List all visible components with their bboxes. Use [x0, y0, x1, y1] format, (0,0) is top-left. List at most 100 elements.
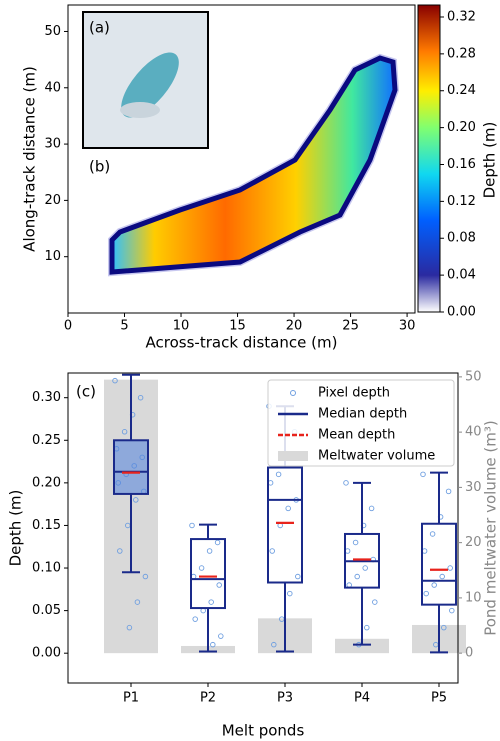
colorbar-tick-label: 0.04	[447, 268, 476, 283]
pixel-point	[269, 548, 275, 554]
pixel-point	[198, 565, 205, 571]
pixel-point	[423, 590, 429, 597]
y-tick-label: 40	[44, 80, 61, 95]
y-axis-label: Along-track distance (m)	[21, 66, 39, 252]
pixel-point	[126, 624, 133, 631]
box	[421, 522, 457, 606]
colorbar-tick-label: 0.24	[447, 83, 476, 98]
plot-frame	[67, 372, 459, 684]
colorbar-tick-label: 0.32	[447, 9, 476, 24]
x-tick-label: 20	[286, 319, 303, 334]
y-tick-label: 0.05	[32, 603, 61, 618]
x-tick-label: 5	[120, 319, 128, 334]
pixel-point	[445, 488, 452, 495]
pixel-point	[362, 565, 368, 571]
x-tick-label: 0	[64, 319, 72, 334]
colorbar-tick-label: 0.16	[447, 157, 476, 172]
pixel-point	[134, 599, 141, 605]
pixel-point	[133, 497, 139, 503]
pixel-point	[285, 505, 291, 512]
y2-axis-label: Pond meltwater volume (m³)	[482, 420, 500, 636]
pixel-point	[112, 377, 118, 384]
pixel-point	[142, 573, 149, 580]
legend-label: Mean depth	[318, 428, 395, 443]
y-tick-label: 0.00	[32, 646, 61, 661]
x-tick-label: P4	[354, 691, 370, 706]
annotation: (c)	[76, 383, 96, 401]
legend-label: Meltwater volume	[318, 449, 435, 464]
pixel-point	[275, 471, 282, 478]
box	[267, 466, 303, 584]
pixel-point	[137, 394, 144, 401]
box	[190, 538, 226, 610]
pixel-point	[354, 573, 360, 580]
legend-label: Median depth	[318, 407, 407, 422]
pixel-point	[271, 641, 277, 648]
pixel-point	[121, 429, 128, 435]
x-tick-label: 30	[399, 319, 416, 334]
y-axis-label: Depth (m)	[7, 490, 25, 567]
pixel-point	[208, 599, 214, 605]
y-tick-label: 30	[44, 137, 61, 152]
y-tick-label: 0.20	[32, 475, 61, 490]
pixel-point	[295, 573, 301, 580]
colorbar-tick-label: 0.20	[447, 120, 476, 135]
colorbar-tick-label: 0.00	[447, 305, 476, 320]
colorbar-tick-label: 0.08	[447, 231, 476, 246]
y-tick-label: 0.15	[32, 518, 61, 533]
pixel-point	[189, 522, 195, 529]
x-tick-label: P5	[431, 691, 447, 706]
pixel-point	[210, 641, 216, 648]
pixel-point	[449, 607, 455, 614]
colorbar-label: Depth (m)	[481, 122, 499, 199]
inset-photo	[82, 11, 209, 149]
pixel-point	[117, 548, 123, 554]
y-tick-label: 20	[44, 193, 61, 208]
x-tick-label: P2	[200, 691, 216, 706]
pixel-point	[447, 565, 453, 571]
legend-marker	[278, 451, 308, 461]
plot-frame	[67, 4, 416, 314]
pixel-point	[372, 599, 378, 605]
y2-tick-label: 0	[465, 646, 473, 661]
volume-bar	[335, 638, 389, 654]
pixel-point	[216, 582, 222, 588]
x-axis-label: Melt ponds	[222, 722, 305, 740]
pixel-point	[364, 624, 370, 631]
legend-marker	[290, 390, 296, 396]
box	[113, 439, 149, 495]
pixel-point	[441, 624, 447, 631]
x-axis-label: Across-track distance (m)	[146, 334, 338, 352]
pixel-point	[192, 616, 198, 622]
x-tick-label: 10	[173, 319, 190, 334]
y2-tick-label: 30	[465, 480, 482, 495]
y2-tick-label: 20	[465, 535, 482, 550]
pixel-point	[368, 505, 375, 512]
colorbar-tick-label: 0.12	[447, 194, 476, 209]
legend-box	[267, 379, 455, 467]
pixel-point	[206, 548, 213, 554]
y2-tick-label: 10	[465, 590, 482, 605]
y-tick-label: 0.25	[32, 433, 61, 448]
x-tick-label: P3	[277, 691, 293, 706]
pixel-point	[431, 582, 437, 588]
pixel-point	[429, 531, 436, 537]
annotation: (a)	[89, 19, 110, 37]
x-tick-label: 15	[229, 319, 246, 334]
legend-label: Pixel depth	[318, 386, 390, 401]
pixel-point	[420, 471, 426, 478]
pixel-point	[218, 633, 224, 639]
pixel-point	[287, 590, 293, 597]
annotation: (b)	[89, 158, 110, 176]
y-tick-label: 0.10	[32, 561, 61, 576]
y-tick-label: 50	[44, 24, 61, 39]
y-tick-label: 10	[44, 249, 61, 264]
pixel-point	[343, 480, 349, 486]
y-tick-label: 0.30	[32, 390, 61, 405]
pixel-point	[352, 539, 359, 546]
colorbar	[417, 4, 441, 313]
x-tick-label: 25	[342, 319, 359, 334]
x-tick-label: P1	[123, 691, 139, 706]
colorbar-tick-label: 0.28	[447, 46, 476, 61]
